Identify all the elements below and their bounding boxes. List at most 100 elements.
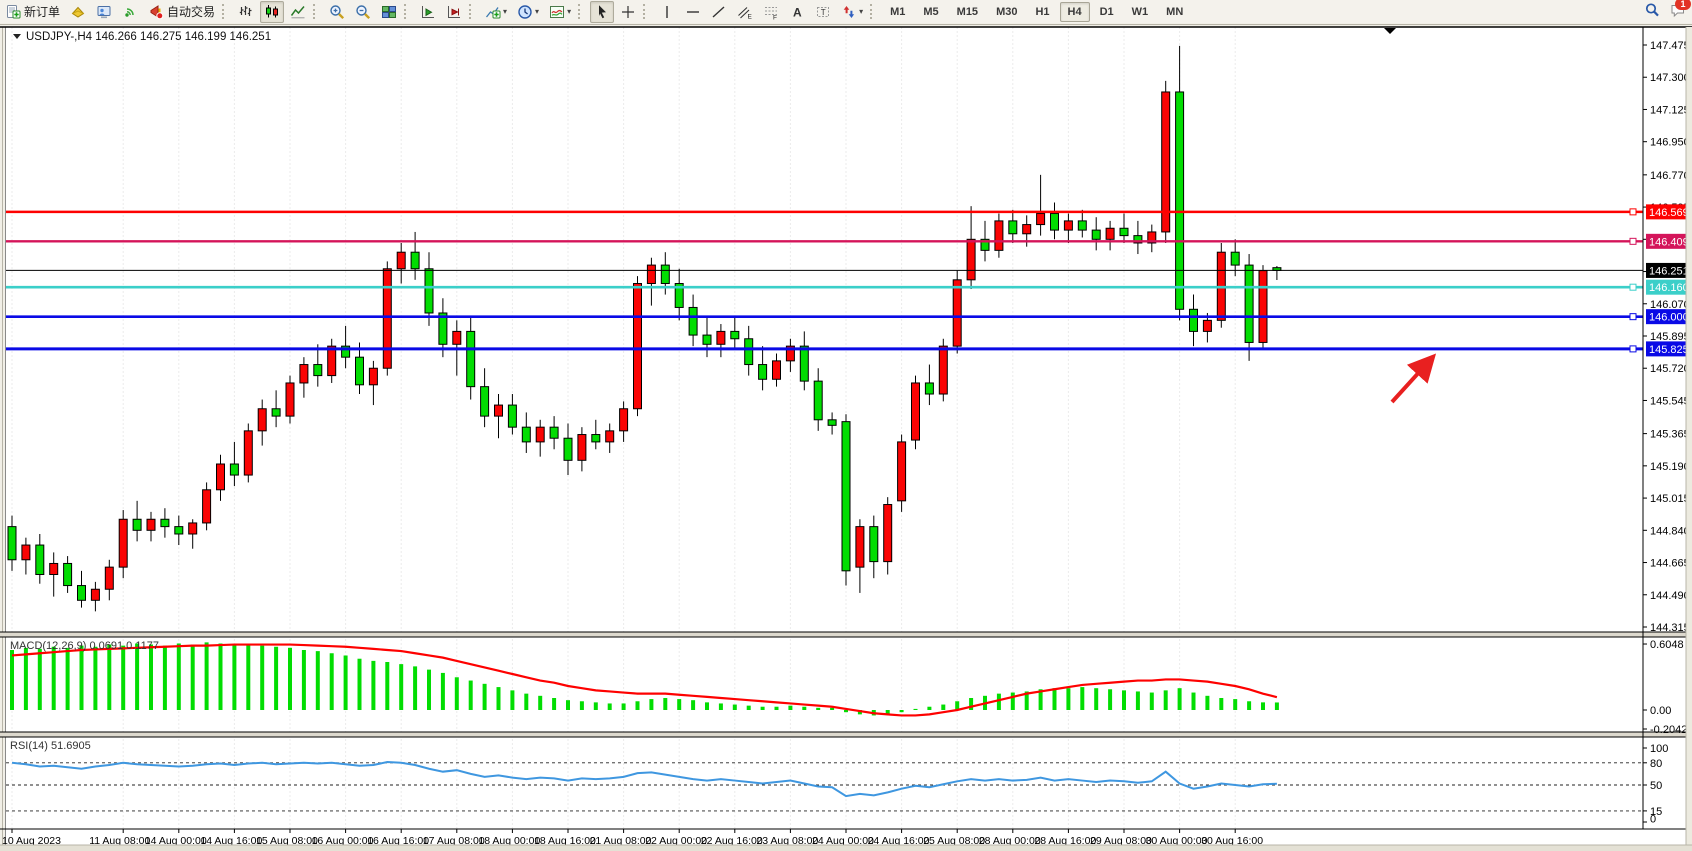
chart-shift-button[interactable] [442,1,466,23]
macd-tick-label: -0.2042 [1650,724,1687,736]
candle-body [841,421,851,572]
candle-body [883,504,893,563]
candle-body [1147,231,1157,244]
price-line-badge [1646,262,1692,278]
candle-body [90,588,100,601]
candle-body [202,489,212,524]
price-axis[interactable]: 147.475 147.300 147.125 146.950 146.770 146.5… [1643,40,1692,826]
price-line-badge-text: 146.160 [1649,282,1689,294]
indicators-button[interactable]: ▾ [481,1,511,23]
price-line-badge-text: 145.825 [1649,344,1689,356]
chevron-down-icon[interactable]: ▾ [535,7,540,16]
chart-candles-button[interactable] [260,0,285,23]
periods-button[interactable]: ▾ [513,1,543,23]
time-tick-label: 22 Aug 00:00 [645,835,707,847]
signal-button[interactable] [118,1,142,23]
text-button[interactable]: A [785,1,809,23]
line-drag-handle[interactable] [1629,237,1637,245]
zoom-in-icon [329,4,345,20]
timeframe-button-mn[interactable]: MN [1166,5,1184,18]
hline-button[interactable] [681,1,705,23]
fibo-button[interactable]: F [759,1,783,23]
arrow-annotation[interactable] [1390,353,1437,404]
main-toolbar: 新订单 自动交易 ▾ ▾ ▾ E F A T ▾ M1 M5 M15 M30 H1 H4 D1 W1 MN 1 [0,0,1692,24]
zoom-out-button[interactable] [351,1,375,23]
time-tick-label: 22 Aug 16:00 [701,835,763,847]
chevron-down-icon[interactable]: ▾ [503,7,508,16]
cursor-button[interactable] [590,0,615,23]
chart-area[interactable]: USDJPY-,H4 146.266 146.275 146.199 146.2… [0,23,1692,851]
candle-body [563,437,573,461]
channel-button[interactable]: E [733,1,757,23]
candle-body [1105,227,1115,240]
market-watch-button[interactable] [66,1,90,23]
time-tick-label: 17 Aug 08:00 [423,835,485,847]
svg-text:T: T [821,7,826,16]
panel-splitter[interactable] [0,632,1692,637]
candle-body [35,544,45,576]
arrows-button[interactable]: ▾ [837,1,867,23]
price-tick-label: 145.365 [1650,429,1690,441]
new-order-button[interactable]: 新订单 [1,1,64,23]
crosshair-button[interactable] [616,1,640,23]
chevron-down-icon[interactable]: ▾ [567,7,572,16]
price-tick-label: 145.015 [1650,493,1690,505]
time-tick-label: 24 Aug 16:00 [868,835,930,847]
auto-scroll-button[interactable] [416,1,440,23]
toolbar-separator [578,4,587,19]
timeframe-button-m30[interactable]: M30 [996,5,1018,18]
candle-body [855,526,865,568]
candle-body [521,426,531,443]
panel-splitter[interactable] [0,732,1692,737]
candle-body [1244,264,1254,343]
timeframe-button-d1[interactable]: D1 [1099,5,1114,18]
search-button[interactable] [1644,2,1660,21]
chart-line-icon [290,4,306,20]
timeframe-button-m5[interactable]: M5 [923,5,939,18]
timeframe-button-w1[interactable]: W1 [1131,5,1149,18]
horizontal-level-lines[interactable] [6,208,1643,353]
candle-body [813,380,823,421]
line-drag-handle[interactable] [1629,208,1637,216]
candle-body [688,306,698,336]
tile-windows-button[interactable] [377,1,401,23]
timeframe-button-m15[interactable]: M15 [956,5,979,18]
rsi-tick-label: 0 [1650,814,1656,826]
terminal-button[interactable] [92,1,116,23]
toolbar-separator [404,4,413,19]
line-drag-handle[interactable] [1629,313,1637,321]
price-tick-label: 146.770 [1650,170,1690,182]
price-axis-background[interactable] [1643,27,1686,845]
chart-line-button[interactable] [286,1,310,23]
chart-bars-button[interactable] [234,1,258,23]
templates-button[interactable]: ▾ [545,1,575,23]
price-line-badge [1646,279,1692,295]
periods-icon [517,4,533,20]
svg-text:A: A [793,5,802,19]
timeframe-button-h4[interactable]: H4 [1059,1,1090,22]
chart-shift-marker[interactable] [1384,28,1396,34]
candle-body [1133,235,1143,244]
channel-icon: E [737,4,753,20]
line-drag-handle[interactable] [1629,283,1637,291]
candle-body [827,419,837,426]
vline-button[interactable] [655,1,679,23]
chart-background[interactable] [6,27,1643,845]
symbol-collapse-icon[interactable] [13,34,21,39]
chevron-down-icon[interactable]: ▾ [859,7,864,16]
rsi-tick-label: 100 [1650,743,1668,755]
candle-body [424,268,434,314]
label-button[interactable]: T [811,1,835,23]
trendline-button[interactable] [707,1,731,23]
chat-button[interactable]: 1 [1670,0,1691,21]
autotrading-button[interactable]: 自动交易 [144,1,219,23]
price-tick-label: 145.720 [1650,363,1690,375]
timeframe-button-h1[interactable]: H1 [1035,5,1050,18]
svg-text:E: E [748,13,753,20]
line-drag-handle[interactable] [1629,345,1637,353]
timeframe-button-m1[interactable]: M1 [890,5,906,18]
zoom-in-button[interactable] [325,1,349,23]
time-tick-label: 30 Aug 16:00 [1201,835,1263,847]
candle-body [1202,319,1212,332]
